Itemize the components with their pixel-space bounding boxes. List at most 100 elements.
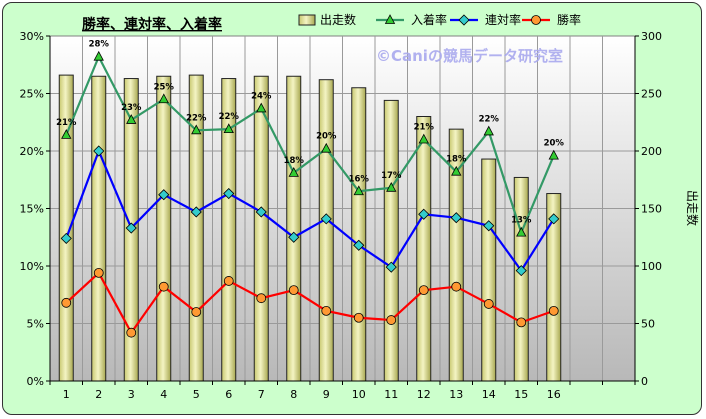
x-tick-label: 10 [352,388,366,401]
data-label: 17% [381,171,402,181]
point-circle [451,281,462,292]
y-tick-label: 10% [20,260,44,273]
data-label: 22% [186,113,207,123]
bar [383,99,399,382]
point-diamond [418,208,430,220]
x-tick-label: 14 [482,388,496,401]
point-circle [256,293,267,304]
y2-tick-label: 0 [641,375,648,388]
bar [416,116,432,382]
point-circle [93,267,104,278]
bar [481,158,497,382]
y2-tick-label: 300 [641,30,662,43]
point-diamond [483,220,495,232]
point-circle [321,305,332,316]
bar-series [58,74,562,382]
point-diamond [255,206,267,218]
series-line [65,271,555,335]
y2-tick-label: 150 [641,203,662,216]
chart-title: 勝率、連対率、入着率 [82,16,222,33]
point-circle [126,327,137,338]
point-diamond [93,145,105,157]
point-circle [288,285,299,296]
legend-label: 連対率 [485,12,521,27]
y-tick-label: 30% [20,30,44,43]
legend-label: 入着率 [411,12,447,27]
point-diamond [158,189,170,201]
point-triangle [386,181,397,192]
point-triangle [353,185,364,196]
bar [156,75,172,382]
point-triangle [321,142,332,153]
data-label: 21% [414,123,435,133]
data-label: 24% [251,91,272,101]
point-triangle [451,165,462,176]
point-triangle [418,133,429,144]
data-label: 20% [316,132,337,142]
point-triangle [256,102,267,113]
legend-marker [458,14,470,26]
bar [513,176,529,382]
legend-marker [384,14,396,24]
point-circle [386,315,397,325]
y2-tick-label: 200 [641,145,662,158]
bar [286,75,302,382]
point-triangle [223,123,234,134]
x-tick-label: 1 [63,388,70,401]
point-diamond [125,222,137,234]
data-label: 23% [121,103,142,113]
y2-tick-label: 250 [641,88,662,101]
x-tick-label: 4 [160,388,167,401]
data-label: 21% [56,118,77,128]
data-labels: 21% 28% 23% 25% 22% 22% 24% 18% 20% 16% 17% 21% 18% 2… [56,40,564,226]
y-tick-label: 15% [20,203,44,216]
y-tick-label: 0% [27,375,44,388]
point-circle [158,281,169,292]
data-label: 25% [154,82,175,92]
point-triangle [126,114,137,124]
point-diamond [515,265,527,277]
point-circle [516,317,527,328]
data-label: 18% [446,155,467,165]
x-tick-label: 7 [258,388,265,401]
y2-axis-label: 出走数 [685,190,700,226]
y-tick-label: 20% [20,145,44,158]
data-label: 22% [219,112,240,122]
point-triangle [93,50,104,61]
point-circle [61,297,72,308]
data-label: 16% [349,174,370,184]
data-label: 13% [511,216,532,226]
point-diamond [60,232,72,244]
point-triangle [158,93,169,104]
x-tick-label: 12 [417,388,431,401]
legend-bar-swatch [298,14,316,26]
legend-label: 勝率 [557,12,581,27]
x-tick-label: 2 [95,388,102,401]
y-tick-label: 5% [27,318,44,331]
x-tick-label: 15 [514,388,528,401]
point-circle [418,285,429,296]
point-diamond [548,213,560,225]
y2-tick-label: 100 [641,260,662,273]
bar [351,87,367,382]
x-tick-label: 8 [290,388,297,401]
point-diamond [288,231,300,243]
point-triangle [288,166,299,177]
point-circle [353,312,364,323]
bar [318,79,334,382]
x-tick-label: 16 [547,388,561,401]
point-diamond [353,239,365,251]
point-circle [191,307,202,317]
series-line [65,148,555,273]
bar [91,75,107,382]
watermark: ©Caniの競馬データ研究室 [376,47,563,65]
legend: 出走数 入着率 連対率 勝率 [298,12,581,27]
point-circle [223,276,234,286]
x-tick-label: 3 [128,388,135,401]
x-tick-label: 11 [384,388,398,401]
point-circle [483,299,494,309]
x-tick-label: 6 [225,388,232,401]
data-label: 18% [284,156,305,166]
